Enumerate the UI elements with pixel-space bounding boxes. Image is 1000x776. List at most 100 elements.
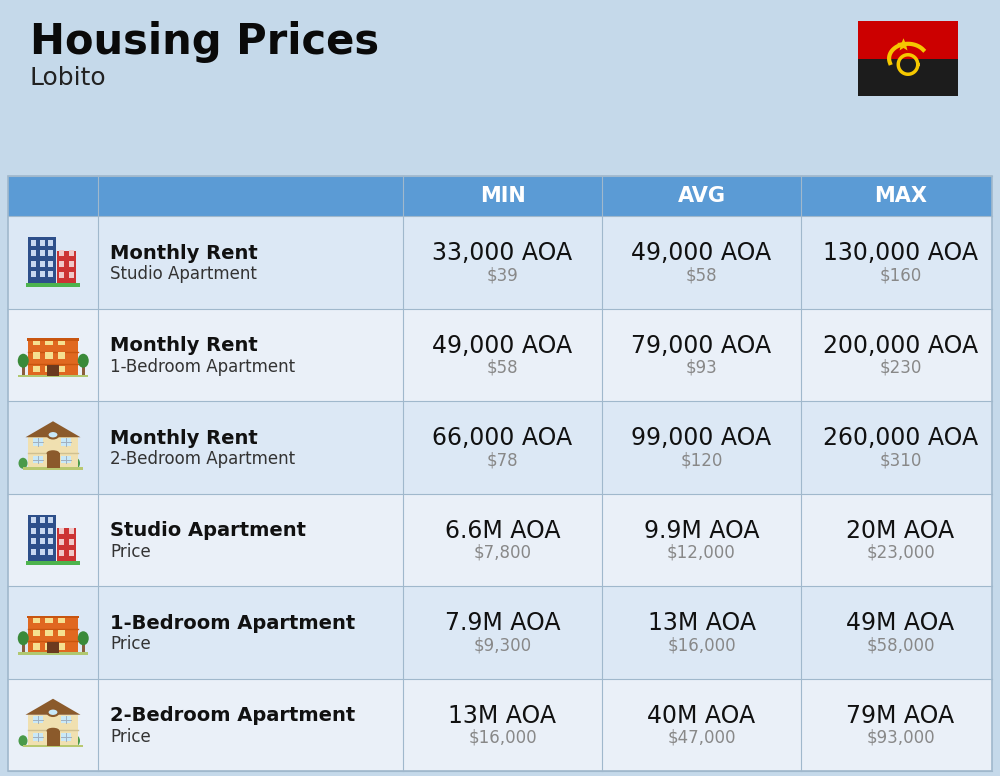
Bar (31, 518, 36, 523)
Bar (40, 549, 44, 555)
Text: 1-Bedroom Apartment: 1-Bedroom Apartment (110, 614, 355, 632)
Bar (48, 518, 53, 523)
Bar (31, 539, 36, 544)
Text: $120: $120 (680, 452, 723, 469)
Bar (40, 518, 44, 523)
Bar (23, 745, 83, 747)
Ellipse shape (18, 458, 28, 469)
Text: 260,000 AOA: 260,000 AOA (823, 426, 978, 450)
Bar (45, 339, 52, 345)
Text: 99,000 AOA: 99,000 AOA (631, 426, 772, 450)
Text: Lobito: Lobito (30, 66, 107, 90)
Text: $47,000: $47,000 (667, 729, 736, 747)
Bar (8, 176, 992, 216)
Ellipse shape (18, 631, 29, 646)
Text: 13M AOA: 13M AOA (648, 611, 756, 636)
Bar (56, 251, 76, 283)
Bar (31, 549, 36, 555)
Ellipse shape (78, 631, 89, 646)
Bar (45, 643, 52, 650)
Text: $230: $230 (879, 359, 922, 377)
Bar (47, 643, 59, 653)
Bar (47, 365, 59, 376)
Bar (40, 272, 44, 277)
Bar (22, 643, 25, 655)
Text: 13M AOA: 13M AOA (448, 704, 556, 728)
Bar (28, 340, 78, 376)
Bar (8, 586, 992, 678)
Text: Studio Apartment: Studio Apartment (110, 265, 257, 283)
Text: 49,000 AOA: 49,000 AOA (432, 334, 573, 358)
Bar (32, 630, 40, 636)
Bar (68, 539, 74, 545)
Bar (45, 616, 52, 623)
Bar (58, 352, 65, 359)
Text: 49,000 AOA: 49,000 AOA (631, 241, 772, 265)
Text: Price: Price (110, 542, 151, 561)
Bar (40, 528, 44, 534)
Bar (31, 272, 36, 277)
Ellipse shape (48, 708, 58, 716)
Text: $78: $78 (487, 452, 518, 469)
Bar (31, 261, 36, 267)
Bar (858, 21, 958, 58)
Text: 9.9M AOA: 9.9M AOA (644, 518, 759, 542)
Text: 2-Bedroom Apartment: 2-Bedroom Apartment (110, 706, 355, 726)
Bar (858, 58, 958, 96)
Bar (33, 438, 43, 445)
Ellipse shape (48, 431, 58, 438)
Text: Monthly Rent: Monthly Rent (110, 429, 258, 448)
Bar (59, 528, 64, 534)
Bar (40, 240, 44, 246)
Bar (82, 643, 85, 655)
Text: 130,000 AOA: 130,000 AOA (823, 241, 978, 265)
Bar (45, 630, 52, 636)
Bar (26, 561, 80, 565)
Bar (48, 240, 53, 246)
Text: $310: $310 (879, 452, 922, 469)
Text: AVG: AVG (678, 186, 726, 206)
Text: 79M AOA: 79M AOA (846, 704, 955, 728)
Bar (48, 250, 53, 256)
Polygon shape (26, 421, 80, 437)
Bar (40, 250, 44, 256)
Bar (48, 539, 53, 544)
Bar (58, 616, 65, 623)
Bar (33, 456, 43, 463)
Text: 49M AOA: 49M AOA (846, 611, 955, 636)
Text: 1-Bedroom Apartment: 1-Bedroom Apartment (110, 358, 295, 376)
Text: 2-Bedroom Apartment: 2-Bedroom Apartment (110, 450, 295, 468)
Bar (32, 365, 40, 372)
Bar (8, 309, 992, 401)
Bar (46, 731, 60, 746)
Text: 20M AOA: 20M AOA (846, 518, 955, 542)
Bar (60, 456, 70, 463)
Text: Price: Price (110, 636, 151, 653)
Text: $93: $93 (686, 359, 717, 377)
Polygon shape (897, 38, 910, 50)
Text: Housing Prices: Housing Prices (30, 21, 379, 63)
Bar (56, 528, 76, 561)
Text: $23,000: $23,000 (866, 544, 935, 562)
Bar (58, 643, 65, 650)
Bar (23, 467, 83, 469)
Text: $58: $58 (487, 359, 518, 377)
Bar (27, 615, 79, 618)
Polygon shape (26, 698, 80, 715)
Bar (68, 528, 74, 534)
Bar (28, 237, 56, 283)
Bar (8, 401, 992, 494)
Text: $39: $39 (487, 266, 518, 284)
Bar (18, 653, 88, 655)
Text: $16,000: $16,000 (468, 729, 537, 747)
Text: 7.9M AOA: 7.9M AOA (445, 611, 560, 636)
Text: 66,000 AOA: 66,000 AOA (432, 426, 573, 450)
Bar (59, 250, 64, 256)
Bar (31, 528, 36, 534)
Bar (58, 365, 65, 372)
Bar (68, 250, 74, 256)
Text: MAX: MAX (874, 186, 927, 206)
Bar (8, 678, 992, 771)
Bar (32, 339, 40, 345)
Text: 40M AOA: 40M AOA (647, 704, 756, 728)
